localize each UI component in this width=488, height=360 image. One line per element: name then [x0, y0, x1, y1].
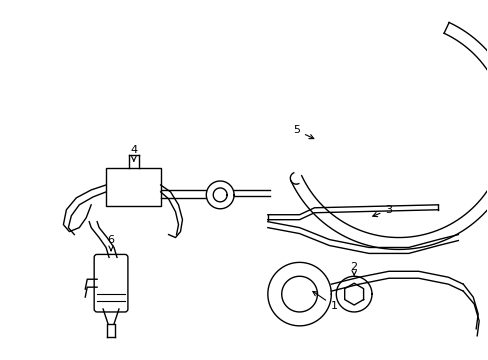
Text: 4: 4 — [130, 145, 137, 161]
Bar — [106, 168, 161, 206]
Text: 3: 3 — [372, 205, 391, 217]
Text: 6: 6 — [107, 234, 114, 251]
Text: 2: 2 — [350, 262, 357, 275]
Text: 5: 5 — [292, 125, 313, 139]
FancyBboxPatch shape — [94, 255, 128, 312]
Text: 1: 1 — [312, 291, 337, 311]
